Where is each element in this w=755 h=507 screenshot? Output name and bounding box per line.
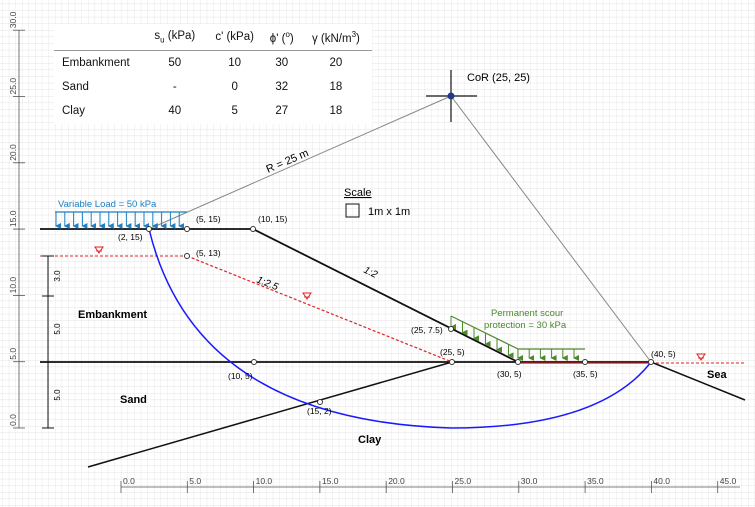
table-cell-c: 0 xyxy=(231,81,238,93)
x-tick-label: 40.0 xyxy=(653,476,670,486)
table-cell-gamma: 18 xyxy=(329,81,343,93)
coord-30-5: (30, 5) xyxy=(497,369,522,379)
variable-load xyxy=(55,211,187,229)
table-row: Clay 40 5 27 18 xyxy=(54,99,372,123)
table-header-row: su (kPa) c' (kPa) ϕ' (o) γ (kN/m3) xyxy=(54,24,372,51)
table-cell-su: 50 xyxy=(168,57,182,69)
table-cell-material: Clay xyxy=(62,105,86,117)
dimension-lines xyxy=(42,255,54,429)
coord-25-7-5: (25, 7.5) xyxy=(411,325,443,335)
x-tick-label: 20.0 xyxy=(388,476,405,486)
seabed-slope xyxy=(650,361,746,401)
y-axis: 0.0 5.0 10.0 15.0 20.0 25.0 30.0 xyxy=(8,11,25,429)
x-tick-label: 5.0 xyxy=(189,476,201,486)
y-tick-label: 25.0 xyxy=(8,78,18,95)
radius-line-right xyxy=(450,95,652,363)
y-tick-label: 10.0 xyxy=(8,277,18,294)
table-cell-material: Sand xyxy=(62,81,89,93)
coord-10-15: (10, 15) xyxy=(258,214,287,224)
center-of-rotation xyxy=(426,70,477,122)
coord-5-13: (5, 13) xyxy=(196,248,221,258)
table-cell-phi: 27 xyxy=(275,105,289,117)
scour-label-1: Permanent scour xyxy=(491,308,563,319)
point-markers xyxy=(146,226,654,405)
coord-5-15: (5, 15) xyxy=(196,214,221,224)
sea-label: Sea xyxy=(707,369,727,381)
y-tick-label: 15.0 xyxy=(8,210,18,227)
x-tick-label: 15.0 xyxy=(322,476,339,486)
dim-label-3: 3.0 xyxy=(53,270,62,282)
variable-load-label: Variable Load = 50 kPa xyxy=(58,199,157,210)
y-tick-label: 5.0 xyxy=(8,348,18,360)
table-cell-c: 10 xyxy=(228,57,242,69)
x-tick-label: 0.0 xyxy=(123,476,135,486)
x-tick-label: 30.0 xyxy=(521,476,538,486)
table-header-gamma: γ (kN/m3) xyxy=(299,24,372,51)
scale-title: Scale xyxy=(344,187,372,199)
table-cell-su: - xyxy=(172,81,177,93)
coord-10-5: (10, 5) xyxy=(228,371,253,381)
table-row: Sand - 0 32 18 xyxy=(54,75,372,99)
x-tick-label: 45.0 xyxy=(720,476,737,486)
water-level-icon xyxy=(696,353,706,361)
embankment-label: Embankment xyxy=(78,309,147,321)
coord-25-5: (25, 5) xyxy=(440,347,465,357)
material-properties-table: su (kPa) c' (kPa) ϕ' (o) γ (kN/m3) Emban… xyxy=(54,24,372,124)
x-tick-label: 25.0 xyxy=(455,476,472,486)
table-cell-gamma: 18 xyxy=(329,105,343,117)
scour-label-2: protection = 30 kPa xyxy=(484,320,567,331)
x-tick-label: 35.0 xyxy=(587,476,604,486)
y-tick-label: 0.0 xyxy=(8,414,18,426)
scale-value: 1m x 1m xyxy=(368,206,410,218)
y-tick-label: 20.0 xyxy=(8,144,18,161)
dim-label-5b: 5.0 xyxy=(53,389,62,401)
dim-label-5a: 5.0 xyxy=(53,323,62,335)
coord-35-5: (35, 5) xyxy=(573,369,598,379)
table-cell-phi: 30 xyxy=(275,57,289,69)
table-cell-gamma: 20 xyxy=(329,57,343,69)
coord-40-5: (40, 5) xyxy=(651,349,676,359)
clay-label: Clay xyxy=(358,434,382,446)
x-tick-label: 10.0 xyxy=(256,476,273,486)
scale-square xyxy=(345,203,360,218)
cor-label: CoR (25, 25) xyxy=(467,72,530,84)
table-header-phi: ϕ' (o) xyxy=(263,24,300,51)
coord-15-2: (15, 2) xyxy=(307,406,332,416)
table-header-material xyxy=(54,24,144,51)
table-cell-c: 5 xyxy=(231,105,238,117)
water-level-icon xyxy=(94,246,104,254)
table-cell-material: Embankment xyxy=(62,57,130,69)
slip-circle xyxy=(148,228,652,429)
phreatic-line xyxy=(186,255,453,363)
x-axis: 0.0 5.0 10.0 15.0 20.0 25.0 30.0 35.0 40.0 45.0 xyxy=(120,476,740,493)
table-cell-su: 40 xyxy=(168,105,182,117)
radius-line-left xyxy=(148,95,452,230)
table-cell-phi: 32 xyxy=(275,81,289,93)
table-row: Embankment 50 10 30 20 xyxy=(54,51,372,76)
table-header-su: su (kPa) xyxy=(144,24,206,51)
y-tick-label: 30.0 xyxy=(8,11,18,28)
coord-2-15: (2, 15) xyxy=(118,232,143,242)
sand-label: Sand xyxy=(120,394,147,406)
clay-sand-boundary xyxy=(87,361,453,468)
table-header-c: c' (kPa) xyxy=(205,24,264,51)
water-level-icon xyxy=(302,292,312,300)
scour-protection-load xyxy=(450,315,585,361)
